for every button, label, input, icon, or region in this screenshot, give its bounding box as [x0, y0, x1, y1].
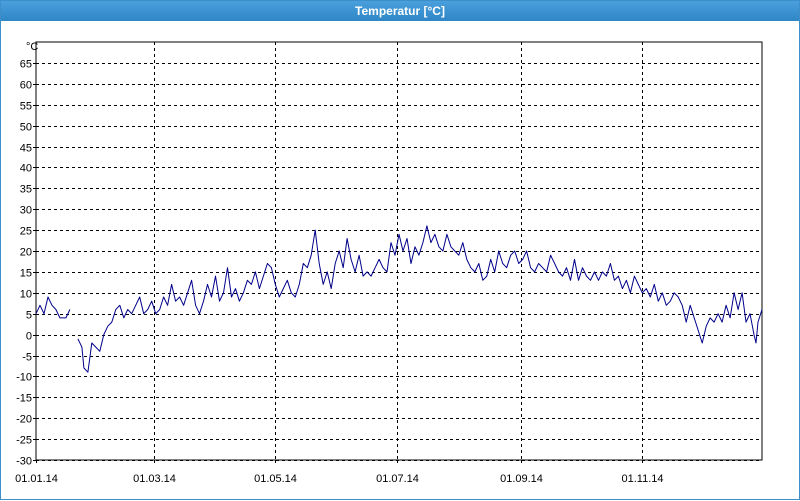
y-tick-label: -30 — [16, 456, 32, 468]
y-tick-label: -5 — [22, 352, 32, 364]
y-tick-label: 20 — [20, 247, 32, 259]
y-tick-label: -25 — [16, 435, 32, 447]
y-tick-label: 35 — [20, 184, 32, 196]
y-tick-label: 45 — [20, 143, 32, 155]
y-tick-label: -10 — [16, 372, 32, 384]
y-tick-label: 25 — [20, 226, 32, 238]
x-tick-label: 01.09.14 — [500, 473, 543, 485]
x-tick-label: 01.01.14 — [15, 473, 58, 485]
grid — [36, 42, 762, 461]
y-tick-label: 15 — [20, 268, 32, 280]
series-temperature — [35, 225, 763, 373]
y-tick-label: -15 — [16, 393, 32, 405]
series-line-segment — [35, 296, 71, 319]
x-tick-label: 01.05.14 — [254, 473, 297, 485]
series-line-segment — [77, 225, 763, 373]
title-bar: Temperatur [°C] — [1, 1, 799, 21]
x-tick-label: 01.07.14 — [376, 473, 419, 485]
y-tick-label: -20 — [16, 414, 32, 426]
y-tick-label: 65 — [20, 59, 32, 71]
y-tick-label: 5 — [26, 310, 32, 322]
x-tick-label: 01.11.14 — [621, 473, 663, 485]
y-tick-label: 10 — [20, 289, 32, 301]
y-tick-label: 40 — [20, 163, 32, 175]
y-tick-label: 50 — [20, 122, 32, 134]
y-tick-label: 0 — [26, 331, 32, 343]
x-axis-ticks: 01.01.14 01.03.14 01.05.14 01.07.14 01.09.14… — [15, 460, 664, 485]
y-tick-label: 55 — [20, 101, 32, 113]
y-tick-label: 30 — [20, 205, 32, 217]
y-axis-unit-label: °C — [26, 41, 38, 53]
y-tick-label: 60 — [20, 80, 32, 92]
x-tick-label: 01.03.14 — [133, 473, 176, 485]
y-axis-ticks: -30 -25 -20 -15 -10 -5 0 5 10 15 20 25 30 35 40 45 50 55 6… — [16, 59, 36, 468]
